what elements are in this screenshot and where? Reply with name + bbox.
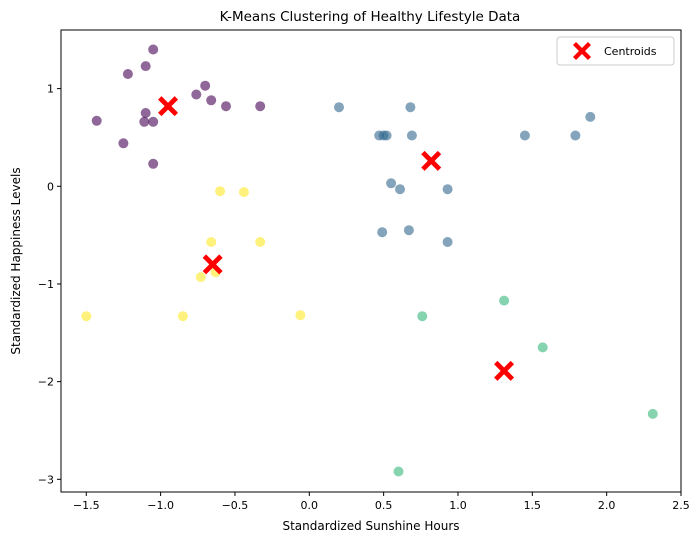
data-point-cluster-3-2 — [206, 237, 217, 247]
x-tick-label: −0.5 — [222, 499, 249, 512]
data-point-cluster-2-1 — [417, 311, 428, 322]
x-tick-label: 1.5 — [524, 499, 542, 512]
data-point-cluster-0-11 — [148, 116, 159, 127]
data-point-cluster-3-5 — [195, 272, 206, 283]
data-point-cluster-2-3 — [647, 408, 658, 419]
chart-title: K-Means Clustering of Healthy Lifestyle … — [220, 9, 521, 25]
data-point-cluster-0-13 — [148, 158, 159, 169]
data-point-cluster-2-2 — [537, 342, 548, 353]
data-point-cluster-1-6 — [406, 130, 417, 141]
data-point-cluster-0-2 — [122, 69, 133, 79]
y-tick-label: 1 — [47, 83, 54, 96]
data-point-cluster-1-7 — [519, 130, 530, 141]
data-point-cluster-0-9 — [91, 115, 102, 126]
y-tick-label: −1 — [38, 278, 54, 291]
data-point-cluster-3-1 — [238, 187, 249, 198]
data-point-cluster-1-0 — [334, 102, 344, 113]
data-point-cluster-0-7 — [255, 101, 266, 112]
x-tick-label: −1.5 — [73, 499, 100, 512]
centroid-marker-2 — [202, 254, 223, 275]
x-tick-label: −1.0 — [147, 499, 174, 512]
data-point-cluster-3-3 — [255, 237, 266, 247]
legend-centroid-x — [573, 42, 591, 60]
x-tick-label: 1.0 — [449, 499, 467, 512]
data-point-cluster-0-10 — [139, 116, 150, 127]
y-axis-label: Standardized Happiness Levels — [9, 167, 23, 354]
y-tick-label: 0 — [47, 180, 54, 193]
data-point-cluster-1-8 — [570, 130, 581, 141]
plot-points — [81, 44, 658, 477]
centroid-marker-3 — [494, 360, 515, 381]
centroid-markers — [158, 96, 515, 381]
data-point-cluster-0-5 — [206, 95, 217, 106]
data-point-cluster-1-13 — [403, 225, 414, 236]
data-point-cluster-0-1 — [140, 61, 151, 72]
data-point-cluster-1-1 — [405, 102, 416, 113]
y-tick-label: −3 — [38, 473, 54, 486]
data-point-cluster-1-11 — [442, 184, 453, 195]
x-tick-label: 0.0 — [301, 499, 319, 512]
data-point-cluster-0-0 — [148, 44, 159, 55]
x-tick-label: 2.5 — [672, 499, 690, 512]
x-tick-label: 0.5 — [375, 499, 393, 512]
data-point-cluster-3-7 — [177, 311, 188, 322]
x-axis-ticks: −1.5 −1.0 −0.5 0.0 0.5 1.0 1.5 2.0 2.5 — [73, 492, 690, 512]
data-point-cluster-0-6 — [221, 101, 231, 112]
plot-frame — [60, 29, 682, 493]
data-point-cluster-1-10 — [395, 184, 405, 195]
data-point-cluster-3-6 — [81, 311, 92, 322]
data-point-cluster-1-2 — [585, 111, 596, 122]
x-axis-label: Standardized Sunshine Hours — [282, 519, 459, 533]
y-tick-label: −2 — [38, 376, 54, 389]
data-point-cluster-1-12 — [377, 227, 388, 238]
y-axis-ticks: −3 −2 −1 0 1 — [38, 83, 61, 486]
legend-label-centroids: Centroids — [604, 45, 657, 58]
data-point-cluster-2-0 — [499, 295, 510, 306]
data-point-cluster-0-4 — [191, 89, 202, 100]
legend: Centroids — [556, 36, 675, 66]
data-point-cluster-1-5 — [381, 130, 392, 141]
centroid-marker-1 — [421, 150, 442, 171]
data-point-cluster-1-14 — [442, 237, 453, 247]
data-point-cluster-1-9 — [386, 178, 397, 189]
legend-centroid-marker — [573, 42, 591, 60]
data-point-cluster-3-8 — [295, 310, 306, 321]
x-tick-label: 2.0 — [598, 499, 616, 512]
data-point-cluster-0-3 — [200, 80, 211, 91]
data-point-cluster-3-0 — [215, 186, 226, 197]
centroid-marker-0 — [158, 96, 179, 117]
data-point-cluster-0-12 — [118, 138, 129, 149]
data-point-cluster-0-8 — [140, 108, 151, 118]
data-point-cluster-2-4 — [393, 466, 404, 477]
